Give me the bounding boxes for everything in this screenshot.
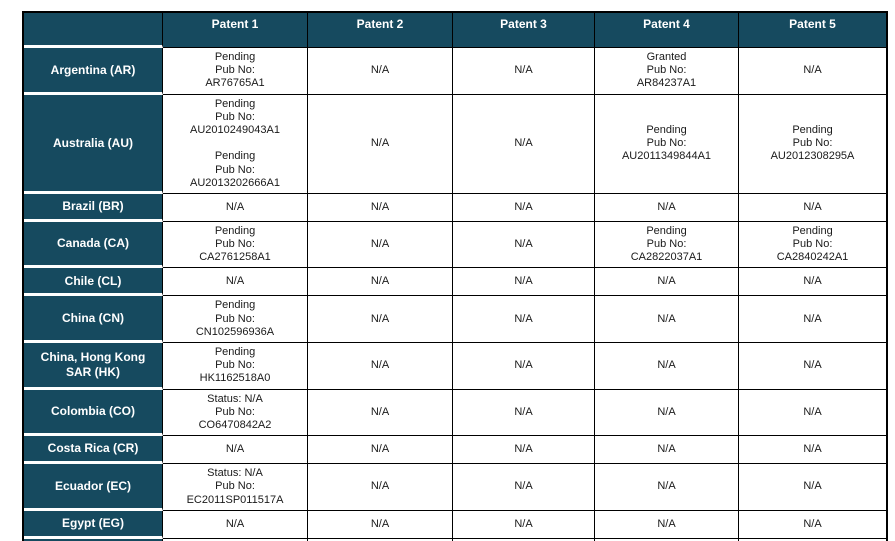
patent-cell: N/A (308, 464, 453, 511)
country-cell: Ethiopia (ET) (24, 538, 163, 541)
country-cell: Ecuador (EC) (24, 464, 163, 511)
country-cell: Colombia (CO) (24, 389, 163, 437)
patent-cell: N/A (595, 436, 739, 465)
patent-cell: Pending Pub No: CN102596936A (163, 296, 308, 343)
patent-cell: Pending Pub No: CA2840242A1 (739, 221, 886, 269)
column-header-patent-2: Patent 2 (308, 13, 453, 48)
patent-cell: N/A (595, 389, 739, 437)
patent-cell: N/A (163, 436, 308, 465)
patent-cell: N/A (163, 268, 308, 297)
patent-cell: N/A (453, 436, 595, 465)
patent-cell: N/A (163, 193, 308, 222)
country-cell: China, Hong Kong SAR (HK) (24, 343, 163, 390)
patent-cell: N/A (453, 510, 595, 539)
table-row: Argentina (AR) Pending Pub No: AR76765A1 N… (24, 48, 886, 95)
patent-cell: N/A (453, 389, 595, 437)
patent-cell: N/A (739, 436, 886, 465)
patent-cell: N/A (308, 94, 453, 194)
patent-cell: Granted Pub No: AR84237A1 (595, 48, 739, 95)
patent-cell: Pending Pub No: AU2010249043A1 Pending P… (163, 94, 308, 194)
patent-cell: N/A (739, 389, 886, 437)
patent-cell: N/A (595, 193, 739, 222)
table-header: Patent 1 Patent 2 Patent 3 Patent 4 Patent 5 (24, 13, 886, 48)
patent-cell: N/A (739, 343, 886, 390)
table-row: China, Hong Kong SAR (HK) Pending Pub No:… (24, 343, 886, 390)
table-row: Ecuador (EC) Status: N/A Pub No: EC2011SP… (24, 464, 886, 511)
patent-status-table: Patent 1 Patent 2 Patent 3 Patent 4 Patent 5… (22, 11, 888, 541)
table-body: Argentina (AR) Pending Pub No: AR76765A1 N… (24, 48, 886, 541)
patent-cell: Pending Pub No: AU2012308295A (739, 94, 886, 194)
country-cell: China (CN) (24, 296, 163, 343)
column-header-patent-4: Patent 4 (595, 13, 739, 48)
patent-cell: N/A (308, 296, 453, 343)
table-row: Ethiopia (ET)N/AN/AN/AN/AN/A (24, 538, 886, 541)
header-row: Patent 1 Patent 2 Patent 3 Patent 4 Patent 5 (24, 13, 886, 48)
country-cell: Chile (CL) (24, 268, 163, 297)
patent-cell: N/A (453, 538, 595, 541)
corner-cell (24, 13, 163, 48)
patent-cell: N/A (595, 343, 739, 390)
patent-cell: N/A (739, 464, 886, 511)
patent-cell: N/A (453, 464, 595, 511)
column-header-patent-1: Patent 1 (163, 13, 308, 48)
table-row: China (CN) Pending Pub No: CN102596936A N/… (24, 296, 886, 343)
country-cell: Egypt (EG) (24, 510, 163, 539)
column-header-patent-3: Patent 3 (453, 13, 595, 48)
patent-cell: N/A (308, 48, 453, 95)
patent-cell: Status: N/A Pub No: CO6470842A2 (163, 389, 308, 437)
patent-cell: N/A (453, 221, 595, 269)
patent-cell: N/A (453, 193, 595, 222)
country-cell: Costa Rica (CR) (24, 436, 163, 465)
patent-cell: N/A (308, 221, 453, 269)
patent-cell: N/A (308, 268, 453, 297)
table-row: Brazil (BR) N/A N/A N/A N/A N/A (24, 193, 886, 222)
patent-cell: N/A (308, 389, 453, 437)
patent-cell: N/A (308, 193, 453, 222)
patent-cell: Pending Pub No: HK1162518A0 (163, 343, 308, 390)
patent-cell: N/A (739, 193, 886, 222)
patent-cell: N/A (453, 343, 595, 390)
patent-cell: N/A (308, 538, 453, 541)
patent-cell: N/A (308, 436, 453, 465)
patent-cell: N/A (595, 464, 739, 511)
patent-cell: N/A (453, 296, 595, 343)
patent-cell: N/A (163, 510, 308, 539)
patent-cell: N/A (453, 268, 595, 297)
patent-cell: N/A (739, 296, 886, 343)
country-cell: Brazil (BR) (24, 193, 163, 222)
country-cell: Argentina (AR) (24, 48, 163, 95)
patent-cell: N/A (163, 538, 308, 541)
table-row: Chile (CL) N/A N/A N/A N/A N/A (24, 268, 886, 297)
patent-cell: N/A (453, 94, 595, 194)
country-cell: Canada (CA) (24, 221, 163, 269)
patent-cell: N/A (308, 510, 453, 539)
table-row: Costa Rica (CR) N/A N/A N/A N/A N/A (24, 436, 886, 465)
country-cell: Australia (AU) (24, 94, 163, 194)
patent-cell: N/A (308, 343, 453, 390)
patent-cell: N/A (739, 510, 886, 539)
patent-cell: Pending Pub No: CA2761258A1 (163, 221, 308, 269)
patent-cell: N/A (595, 296, 739, 343)
patent-cell: Pending Pub No: AR76765A1 (163, 48, 308, 95)
patent-cell: N/A (739, 538, 886, 541)
patent-cell: N/A (595, 510, 739, 539)
patent-cell: Pending Pub No: CA2822037A1 (595, 221, 739, 269)
table-row: Canada (CA) Pending Pub No: CA2761258A1 N/… (24, 221, 886, 269)
table-row: Australia (AU) Pending Pub No: AU20102490… (24, 94, 886, 194)
column-header-patent-5: Patent 5 (739, 13, 886, 48)
patent-cell: N/A (739, 268, 886, 297)
patent-cell: N/A (453, 48, 595, 95)
patent-cell: N/A (595, 268, 739, 297)
table-row: Egypt (EG) N/A N/A N/A N/A N/A (24, 510, 886, 539)
patent-cell: Status: N/A Pub No: EC2011SP011517A (163, 464, 308, 511)
table-row: Colombia (CO) Status: N/A Pub No: CO64708… (24, 389, 886, 437)
patent-cell: N/A (739, 48, 886, 95)
patent-cell: N/A (595, 538, 739, 541)
patent-cell: Pending Pub No: AU2011349844A1 (595, 94, 739, 194)
